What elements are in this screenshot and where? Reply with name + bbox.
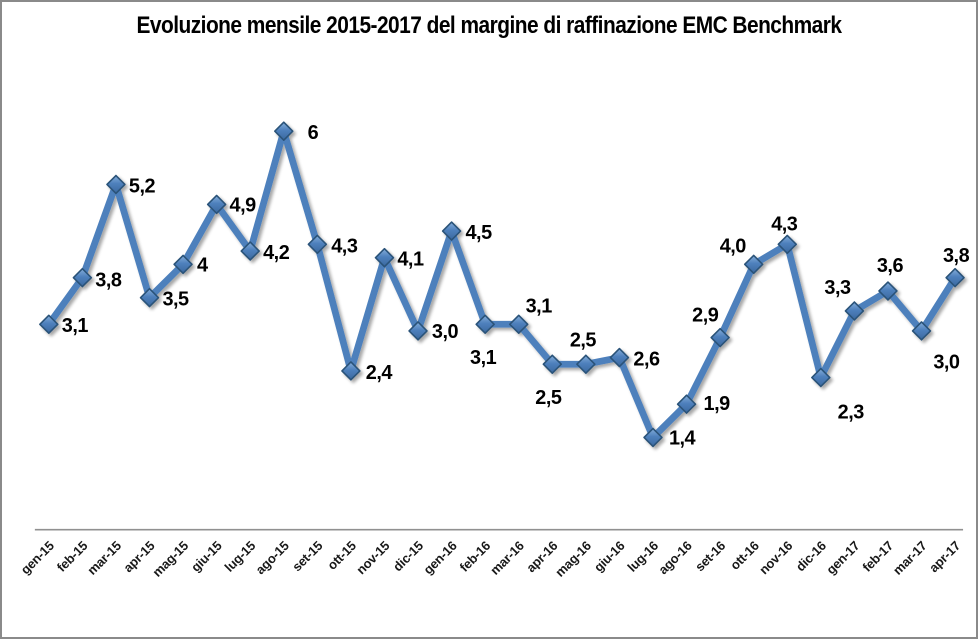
x-axis-label: lug-16	[624, 538, 661, 575]
data-point-label: 6	[308, 122, 319, 144]
data-point-marker	[307, 234, 328, 255]
series-line	[45, 127, 959, 441]
data-point-marker	[408, 321, 428, 341]
data-point-label: 3,8	[943, 245, 970, 267]
data-point-label: 4,5	[465, 222, 492, 244]
data-point-label: 3,1	[470, 347, 497, 369]
data-point-label: 4,0	[720, 235, 747, 257]
data-point-marker	[139, 287, 160, 308]
data-point-label: 3,0	[432, 321, 459, 343]
data-point-marker	[441, 221, 462, 241]
data-point-marker	[945, 267, 965, 288]
x-axis-label: giu-15	[188, 538, 225, 575]
data-point-label: 3,1	[62, 315, 89, 337]
series-group	[39, 121, 965, 448]
data-point-marker	[274, 121, 294, 141]
data-point-label: 2,3	[838, 401, 865, 423]
data-point-marker	[844, 301, 865, 321]
data-point-label: 4,1	[397, 249, 424, 271]
x-axis-label: feb-16	[456, 538, 493, 575]
data-point-label: 1,9	[704, 393, 731, 415]
chart-title: Evoluzione mensile 2015-2017 del margine…	[136, 12, 842, 39]
data-point-label: 4	[197, 254, 208, 276]
data-point-label: 3,0	[933, 352, 960, 374]
data-point-label: 3,3	[824, 277, 851, 299]
x-axis-label: apr-17	[926, 538, 963, 575]
data-point-label: 4,3	[771, 213, 798, 235]
x-axis-label: mar-15	[84, 538, 124, 578]
data-point-marker	[39, 314, 59, 335]
x-axis-label: ago-15	[253, 538, 292, 577]
data-point-label: 5,2	[129, 175, 156, 197]
data-point-marker	[811, 367, 831, 388]
data-point-marker	[106, 174, 126, 195]
data-point-label: 1,4	[669, 427, 696, 449]
data-point-marker	[609, 347, 630, 368]
x-axis-label: ago-16	[655, 538, 694, 577]
x-axis-label: nov-15	[353, 538, 392, 577]
data-point-label: 4,2	[263, 242, 290, 264]
data-point-marker	[542, 354, 563, 374]
data-point-label: 4,9	[230, 194, 257, 216]
x-axis-label: set-16	[692, 538, 728, 574]
data-point-marker	[911, 321, 932, 341]
x-axis-label: lug-15	[222, 538, 259, 575]
data-point-marker	[206, 194, 227, 215]
x-axis-label: gen-15	[18, 538, 57, 577]
data-point-marker	[576, 354, 596, 374]
data-point-label: 4,3	[331, 235, 358, 257]
data-point-marker	[240, 241, 260, 261]
data-point-marker	[743, 254, 764, 275]
data-point-label: 2,5	[535, 387, 562, 409]
x-axis-label: gen-16	[420, 538, 459, 577]
data-point-marker	[374, 247, 395, 268]
data-point-label: 3,5	[162, 289, 189, 311]
x-axis-label: mag-16	[552, 538, 594, 580]
data-point-label: 3,6	[877, 255, 904, 277]
x-axis-label: set-15	[289, 538, 325, 574]
x-axis-label: mar-16	[487, 538, 527, 578]
data-point-marker	[475, 314, 495, 335]
data-point-marker	[878, 281, 898, 301]
data-point-marker	[72, 267, 93, 288]
x-axis-label: mag-15	[149, 538, 191, 580]
data-point-marker	[508, 314, 529, 335]
data-point-marker	[710, 327, 730, 348]
x-axis-label: dic-15	[390, 538, 426, 574]
x-axis-label: gen-17	[823, 538, 862, 577]
data-point-label: 3,1	[526, 295, 553, 317]
data-point-marker	[341, 361, 361, 381]
data-point-marker	[676, 394, 697, 414]
data-point-label: 2,6	[633, 349, 660, 371]
x-axis-label: mar-17	[890, 538, 930, 578]
data-point-label: 2,4	[366, 362, 393, 384]
data-point-label: 3,8	[95, 270, 122, 292]
data-point-label: 2,5	[570, 329, 597, 351]
data-point-marker	[777, 234, 798, 255]
x-axis-label: dic-16	[793, 538, 829, 574]
data-point-label: 2,9	[692, 305, 719, 327]
data-point-marker	[173, 254, 193, 275]
x-axis-label: giu-16	[591, 538, 628, 575]
x-axis-label: nov-16	[756, 538, 795, 577]
data-point-marker	[643, 427, 663, 448]
